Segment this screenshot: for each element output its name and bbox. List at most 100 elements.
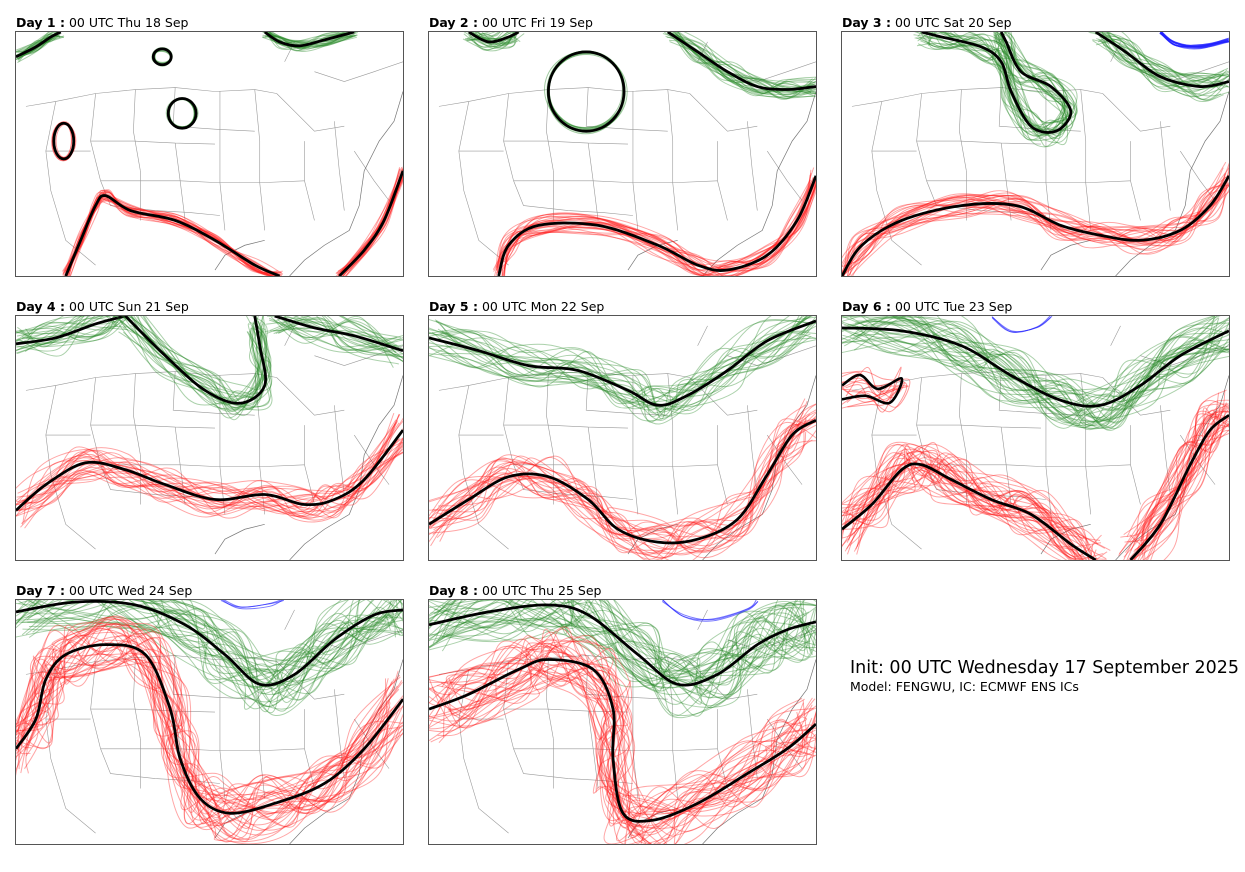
- red-member-line: [842, 466, 1104, 560]
- red-member-line: [67, 194, 276, 276]
- green-member-line: [16, 322, 129, 334]
- panel-title-day5: Day 5 : 00 UTC Mon 22 Sep: [429, 299, 604, 314]
- upper-contour-ensemble: [16, 600, 403, 717]
- green-member-line: [436, 600, 816, 717]
- border-line: [747, 405, 758, 495]
- green-member-line: [944, 32, 1078, 126]
- red-member-line: [25, 628, 395, 842]
- valid-time: 00 UTC Thu 18 Sep: [68, 15, 189, 30]
- ensemble-mean-line: [497, 175, 816, 276]
- border-line: [354, 718, 390, 769]
- red-member-line: [501, 175, 816, 276]
- red-member-line: [500, 182, 816, 276]
- ensemble-mean-line: [921, 32, 1073, 134]
- green-member-line: [676, 32, 812, 100]
- green-member-line: [130, 316, 259, 406]
- green-member-line: [854, 321, 1227, 426]
- green-member-line: [671, 34, 812, 90]
- red-member-line: [429, 403, 816, 554]
- red-member-line: [436, 422, 816, 554]
- map-panel-day8: [428, 599, 817, 845]
- red-member-line: [340, 172, 403, 276]
- red-member-line: [492, 180, 816, 270]
- green-member-line: [262, 32, 352, 46]
- green-member-line: [429, 605, 816, 696]
- green-member-line: [16, 319, 118, 339]
- red-member-line: [842, 370, 908, 413]
- red-member-line: [842, 371, 900, 409]
- green-member-line: [1105, 32, 1225, 88]
- red-member-line: [439, 412, 804, 550]
- red-member-line: [438, 413, 811, 556]
- red-member-line: [1141, 404, 1221, 537]
- red-member-line: [1123, 406, 1229, 536]
- coastline: [627, 91, 816, 276]
- day-label: Day 4 :: [16, 299, 65, 314]
- green-member-line: [1104, 32, 1229, 90]
- blue-member-line: [223, 600, 283, 608]
- border-line: [689, 661, 758, 700]
- green-member-line: [842, 319, 1229, 409]
- green-member-line: [942, 32, 1066, 132]
- border-line: [1080, 373, 1092, 515]
- coastline: [1040, 375, 1229, 560]
- red-member-line: [21, 647, 403, 815]
- red-member-line: [842, 179, 1229, 276]
- border-line: [546, 89, 554, 171]
- red-member-line: [68, 191, 273, 276]
- red-member-line: [842, 443, 1085, 560]
- red-member-line: [849, 467, 1090, 560]
- border-line: [334, 121, 345, 211]
- red-member-line: [849, 163, 1229, 271]
- green-member-line: [441, 600, 816, 692]
- red-member-line: [842, 176, 1227, 268]
- red-member-line: [1118, 423, 1229, 556]
- red-member-line: [16, 618, 403, 831]
- border-line: [503, 661, 524, 774]
- red-member-line: [434, 655, 803, 842]
- red-member-line: [1132, 416, 1229, 560]
- border-line: [523, 489, 633, 500]
- border-line: [926, 180, 1131, 184]
- red-member-line: [1163, 417, 1229, 560]
- green-member-line: [429, 316, 816, 415]
- green-member-line: [676, 32, 813, 91]
- green-member-line: [266, 317, 403, 351]
- border-line: [438, 655, 690, 675]
- border-line: [871, 101, 922, 266]
- red-member-line: [847, 443, 1081, 560]
- border-line: [276, 377, 345, 416]
- red-member-line: [842, 469, 1090, 560]
- green-member-line: [468, 32, 517, 51]
- green-member-line: [671, 32, 812, 98]
- green-member-line: [429, 605, 816, 673]
- political-borders: [438, 41, 816, 276]
- green-member-line: [669, 32, 814, 99]
- red-member-line: [429, 660, 814, 813]
- red-member-line: [429, 666, 810, 844]
- border-line: [767, 434, 803, 485]
- border-line: [314, 345, 403, 366]
- coastline: [627, 375, 816, 560]
- red-member-line: [1131, 407, 1229, 560]
- green-member-line: [900, 316, 1229, 429]
- green-member-line: [429, 600, 816, 679]
- red-member-line: [496, 182, 816, 274]
- red-member-line: [1145, 413, 1229, 546]
- red-member-line: [16, 441, 403, 518]
- green-member-line: [279, 316, 393, 353]
- green-member-line: [321, 316, 403, 358]
- red-member-line: [67, 191, 274, 276]
- panel-title-day2: Day 2 : 00 UTC Fri 19 Sep: [429, 15, 593, 30]
- green-member-line: [122, 316, 268, 406]
- red-member-line: [440, 673, 816, 844]
- green-member-line: [668, 39, 814, 88]
- border-line: [503, 708, 628, 713]
- red-member-line: [345, 168, 403, 276]
- border-line: [1110, 325, 1121, 346]
- valid-time: 00 UTC Tue 23 Sep: [894, 299, 1013, 314]
- green-member-line: [429, 600, 813, 682]
- border-line: [25, 371, 277, 391]
- red-member-line: [16, 628, 403, 824]
- red-member-line: [842, 464, 1094, 560]
